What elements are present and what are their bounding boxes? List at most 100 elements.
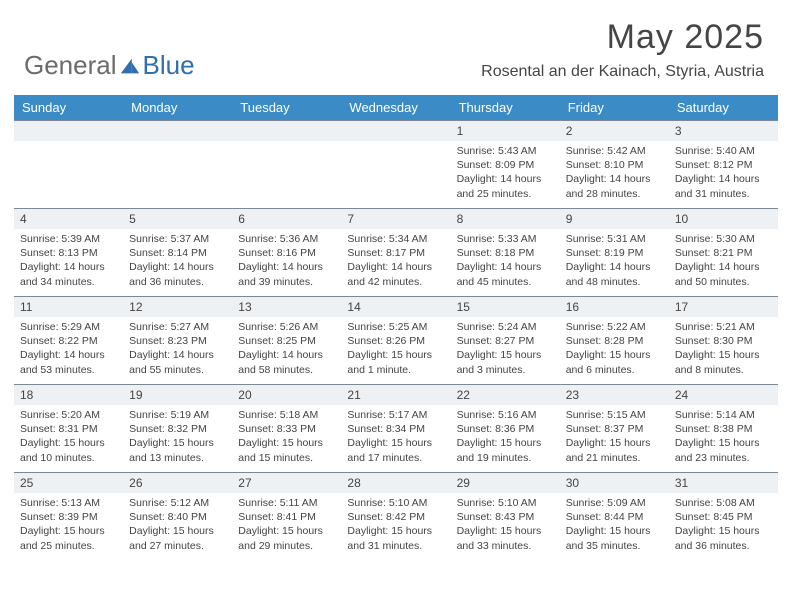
calendar-day-cell — [123, 120, 232, 208]
calendar-week-row: 18Sunrise: 5:20 AMSunset: 8:31 PMDayligh… — [14, 384, 778, 472]
sunrise-line: Sunrise: 5:15 AM — [566, 408, 663, 422]
sunset-line: Sunset: 8:16 PM — [238, 246, 335, 260]
sunrise-line: Sunrise: 5:37 AM — [129, 232, 226, 246]
sunset-line: Sunset: 8:27 PM — [457, 334, 554, 348]
calendar-day-cell: 24Sunrise: 5:14 AMSunset: 8:38 PMDayligh… — [669, 384, 778, 472]
daylight-line: Daylight: 15 hours and 23 minutes. — [675, 436, 772, 464]
sunset-line: Sunset: 8:28 PM — [566, 334, 663, 348]
sunset-line: Sunset: 8:17 PM — [347, 246, 444, 260]
sunset-line: Sunset: 8:45 PM — [675, 510, 772, 524]
sunset-line: Sunset: 8:43 PM — [457, 510, 554, 524]
day-details: Sunrise: 5:18 AMSunset: 8:33 PMDaylight:… — [232, 405, 341, 469]
day-details: Sunrise: 5:20 AMSunset: 8:31 PMDaylight:… — [14, 405, 123, 469]
weekday-header: Saturday — [669, 95, 778, 120]
weekday-header: Friday — [560, 95, 669, 120]
day-number-empty — [14, 120, 123, 141]
day-details: Sunrise: 5:13 AMSunset: 8:39 PMDaylight:… — [14, 493, 123, 557]
calendar-day-cell: 30Sunrise: 5:09 AMSunset: 8:44 PMDayligh… — [560, 472, 669, 560]
sunrise-line: Sunrise: 5:19 AM — [129, 408, 226, 422]
day-number: 16 — [560, 296, 669, 317]
calendar-day-cell: 2Sunrise: 5:42 AMSunset: 8:10 PMDaylight… — [560, 120, 669, 208]
calendar-day-cell: 27Sunrise: 5:11 AMSunset: 8:41 PMDayligh… — [232, 472, 341, 560]
sunrise-line: Sunrise: 5:16 AM — [457, 408, 554, 422]
logo-text-blue: Blue — [143, 50, 195, 81]
daylight-line: Daylight: 14 hours and 42 minutes. — [347, 260, 444, 288]
daylight-line: Daylight: 15 hours and 1 minute. — [347, 348, 444, 376]
day-number-empty — [341, 120, 450, 141]
sunset-line: Sunset: 8:10 PM — [566, 158, 663, 172]
day-details: Sunrise: 5:25 AMSunset: 8:26 PMDaylight:… — [341, 317, 450, 381]
day-details: Sunrise: 5:39 AMSunset: 8:13 PMDaylight:… — [14, 229, 123, 293]
calendar-day-cell: 11Sunrise: 5:29 AMSunset: 8:22 PMDayligh… — [14, 296, 123, 384]
calendar-day-cell: 10Sunrise: 5:30 AMSunset: 8:21 PMDayligh… — [669, 208, 778, 296]
day-number: 21 — [341, 384, 450, 405]
day-details: Sunrise: 5:21 AMSunset: 8:30 PMDaylight:… — [669, 317, 778, 381]
day-details: Sunrise: 5:14 AMSunset: 8:38 PMDaylight:… — [669, 405, 778, 469]
daylight-line: Daylight: 14 hours and 34 minutes. — [20, 260, 117, 288]
sunset-line: Sunset: 8:32 PM — [129, 422, 226, 436]
day-number-empty — [232, 120, 341, 141]
day-details: Sunrise: 5:36 AMSunset: 8:16 PMDaylight:… — [232, 229, 341, 293]
sunrise-line: Sunrise: 5:25 AM — [347, 320, 444, 334]
daylight-line: Daylight: 14 hours and 45 minutes. — [457, 260, 554, 288]
daylight-line: Daylight: 15 hours and 36 minutes. — [675, 524, 772, 552]
daylight-line: Daylight: 14 hours and 55 minutes. — [129, 348, 226, 376]
sunset-line: Sunset: 8:23 PM — [129, 334, 226, 348]
daylight-line: Daylight: 14 hours and 48 minutes. — [566, 260, 663, 288]
calendar-day-cell: 17Sunrise: 5:21 AMSunset: 8:30 PMDayligh… — [669, 296, 778, 384]
day-number: 11 — [14, 296, 123, 317]
location: Rosental an der Kainach, Styria, Austria — [481, 63, 764, 81]
calendar-day-cell: 22Sunrise: 5:16 AMSunset: 8:36 PMDayligh… — [451, 384, 560, 472]
day-number: 23 — [560, 384, 669, 405]
sunrise-line: Sunrise: 5:14 AM — [675, 408, 772, 422]
calendar-day-cell: 1Sunrise: 5:43 AMSunset: 8:09 PMDaylight… — [451, 120, 560, 208]
day-number: 24 — [669, 384, 778, 405]
sunrise-line: Sunrise: 5:24 AM — [457, 320, 554, 334]
daylight-line: Daylight: 15 hours and 33 minutes. — [457, 524, 554, 552]
sunset-line: Sunset: 8:14 PM — [129, 246, 226, 260]
sunset-line: Sunset: 8:39 PM — [20, 510, 117, 524]
daylight-line: Daylight: 15 hours and 25 minutes. — [20, 524, 117, 552]
weekday-header-row: Sunday Monday Tuesday Wednesday Thursday… — [14, 95, 778, 120]
sunset-line: Sunset: 8:13 PM — [20, 246, 117, 260]
day-number: 30 — [560, 472, 669, 493]
day-number: 19 — [123, 384, 232, 405]
sunset-line: Sunset: 8:38 PM — [675, 422, 772, 436]
sunrise-line: Sunrise: 5:18 AM — [238, 408, 335, 422]
weekday-header: Thursday — [451, 95, 560, 120]
day-number: 6 — [232, 208, 341, 229]
sunset-line: Sunset: 8:25 PM — [238, 334, 335, 348]
day-details: Sunrise: 5:40 AMSunset: 8:12 PMDaylight:… — [669, 141, 778, 205]
sunrise-line: Sunrise: 5:43 AM — [457, 144, 554, 158]
sunrise-line: Sunrise: 5:10 AM — [347, 496, 444, 510]
sunset-line: Sunset: 8:12 PM — [675, 158, 772, 172]
month-title: May 2025 — [481, 18, 764, 57]
day-number: 26 — [123, 472, 232, 493]
day-details: Sunrise: 5:11 AMSunset: 8:41 PMDaylight:… — [232, 493, 341, 557]
daylight-line: Daylight: 15 hours and 10 minutes. — [20, 436, 117, 464]
daylight-line: Daylight: 15 hours and 21 minutes. — [566, 436, 663, 464]
day-number: 4 — [14, 208, 123, 229]
calendar-week-row: 1Sunrise: 5:43 AMSunset: 8:09 PMDaylight… — [14, 120, 778, 208]
day-number: 10 — [669, 208, 778, 229]
calendar-day-cell — [14, 120, 123, 208]
calendar-day-cell: 8Sunrise: 5:33 AMSunset: 8:18 PMDaylight… — [451, 208, 560, 296]
day-details: Sunrise: 5:10 AMSunset: 8:43 PMDaylight:… — [451, 493, 560, 557]
sunset-line: Sunset: 8:09 PM — [457, 158, 554, 172]
calendar-day-cell: 31Sunrise: 5:08 AMSunset: 8:45 PMDayligh… — [669, 472, 778, 560]
calendar-day-cell: 18Sunrise: 5:20 AMSunset: 8:31 PMDayligh… — [14, 384, 123, 472]
sunset-line: Sunset: 8:37 PM — [566, 422, 663, 436]
day-number: 18 — [14, 384, 123, 405]
calendar-day-cell: 15Sunrise: 5:24 AMSunset: 8:27 PMDayligh… — [451, 296, 560, 384]
sunrise-line: Sunrise: 5:26 AM — [238, 320, 335, 334]
sunrise-line: Sunrise: 5:17 AM — [347, 408, 444, 422]
day-details: Sunrise: 5:30 AMSunset: 8:21 PMDaylight:… — [669, 229, 778, 293]
day-number: 31 — [669, 472, 778, 493]
day-details: Sunrise: 5:29 AMSunset: 8:22 PMDaylight:… — [14, 317, 123, 381]
calendar-day-cell — [341, 120, 450, 208]
daylight-line: Daylight: 15 hours and 15 minutes. — [238, 436, 335, 464]
daylight-line: Daylight: 14 hours and 36 minutes. — [129, 260, 226, 288]
day-number: 8 — [451, 208, 560, 229]
daylight-line: Daylight: 15 hours and 6 minutes. — [566, 348, 663, 376]
sunrise-line: Sunrise: 5:30 AM — [675, 232, 772, 246]
